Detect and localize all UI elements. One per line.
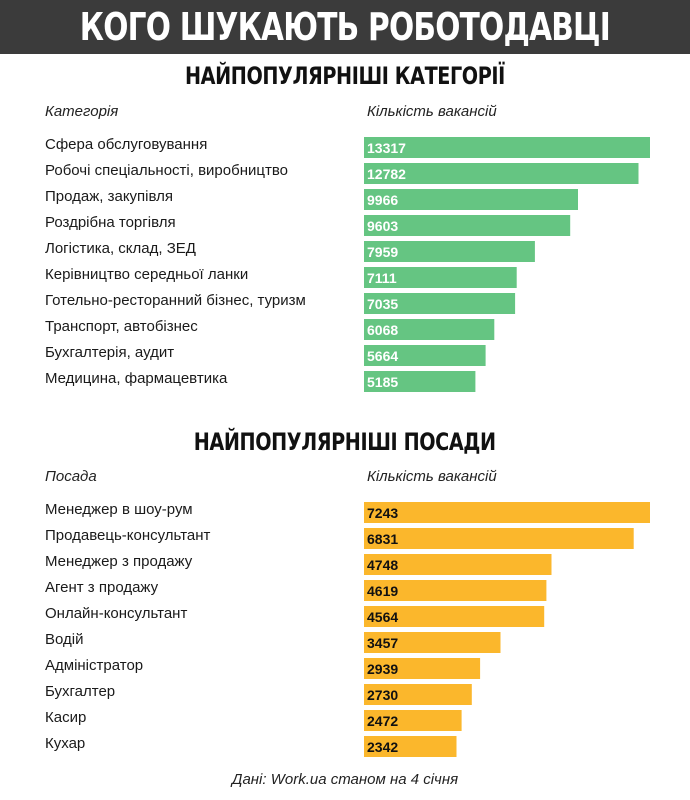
categories-bar-chart: Сфера обслуговування 13317 Робочі спеціаль… <box>45 136 650 392</box>
position-bar <box>364 710 462 731</box>
position-bar <box>364 554 552 575</box>
positions-bar-chart: Менеджер в шоу-рум 7243 Продавець-консульт… <box>45 501 650 757</box>
category-category-label: Логістика, склад, ЗЕД <box>45 240 196 257</box>
category-value-label: 6068 <box>367 322 398 338</box>
position-category-label: Менеджер в шоу-рум <box>45 501 193 518</box>
position-bar <box>364 632 501 653</box>
category-bar <box>364 319 495 340</box>
category-category-label: Транспорт, автобізнес <box>45 318 198 335</box>
category-bar <box>364 267 517 288</box>
category-value-label: 5664 <box>367 348 398 364</box>
category-bar <box>364 293 516 314</box>
category-bar <box>364 371 476 392</box>
category-bar <box>364 215 571 236</box>
category-value-label: 9966 <box>367 192 398 208</box>
positions-column-header: Посада <box>45 468 97 485</box>
category-value-label: 12782 <box>367 166 406 182</box>
position-category-label: Бухгалтер <box>45 683 115 700</box>
categories-value-header: Кількість вакансій <box>367 103 497 120</box>
position-category-label: Онлайн-консультант <box>45 605 187 622</box>
position-value-label: 2939 <box>367 661 398 677</box>
data-source-note: Дані: Work.ua станом на 4 січня <box>231 771 459 788</box>
position-bar <box>364 580 547 601</box>
position-bar <box>364 502 650 523</box>
category-category-label: Готельно-ресторанний бізнес, туризм <box>45 292 306 309</box>
category-category-label: Робочі спеціальності, виробництво <box>45 162 288 179</box>
page-title: КОГО ШУКАЮТЬ РОБОТОДАВЦІ <box>79 5 611 49</box>
position-value-label: 2342 <box>367 739 398 755</box>
position-category-label: Водій <box>45 631 83 648</box>
position-value-label: 2472 <box>367 713 398 729</box>
category-value-label: 9603 <box>367 218 398 234</box>
position-bar <box>364 606 545 627</box>
positions-chart-title-text: НАЙПОПУЛЯРНІШІ ПОСАДИ <box>194 428 496 456</box>
categories-column-header: Категорія <box>45 103 119 120</box>
category-category-label: Бухгалтерія, аудит <box>45 344 174 361</box>
positions-chart-title: НАЙПОПУЛЯРНІШІ ПОСАДИ <box>0 428 690 456</box>
position-bar <box>364 684 472 705</box>
position-category-label: Менеджер з продажу <box>45 553 193 570</box>
position-bar <box>364 528 634 549</box>
position-value-label: 7243 <box>367 505 398 521</box>
category-category-label: Медицина, фармацевтика <box>45 370 228 387</box>
position-value-label: 6831 <box>367 531 398 547</box>
category-category-label: Керівництво середньої ланки <box>45 266 248 283</box>
category-bar <box>364 345 486 366</box>
title-banner: КОГО ШУКАЮТЬ РОБОТОДАВЦІ <box>0 0 690 54</box>
position-category-label: Агент з продажу <box>45 579 159 596</box>
position-category-label: Кухар <box>45 735 85 752</box>
category-bar <box>364 189 578 210</box>
category-bar <box>364 241 535 262</box>
category-category-label: Сфера обслуговування <box>45 136 207 153</box>
category-value-label: 7959 <box>367 244 398 260</box>
categories-chart-title: НАЙПОПУЛЯРНІШІ КАТЕГОРІЇ <box>0 62 690 90</box>
category-category-label: Роздрібна торгівля <box>45 214 176 231</box>
position-value-label: 2730 <box>367 687 398 703</box>
position-value-label: 4564 <box>367 609 398 625</box>
category-value-label: 5185 <box>367 374 398 390</box>
category-bar <box>364 137 650 158</box>
position-category-label: Продавець-консультант <box>45 527 211 544</box>
position-value-label: 4619 <box>367 583 398 599</box>
category-value-label: 13317 <box>367 140 406 156</box>
category-bar <box>364 163 639 184</box>
category-value-label: 7111 <box>367 270 397 286</box>
position-value-label: 3457 <box>367 635 398 651</box>
position-bar <box>364 736 457 757</box>
position-category-label: Касир <box>45 709 86 726</box>
positions-value-header: Кількість вакансій <box>367 468 497 485</box>
category-value-label: 7035 <box>367 296 398 312</box>
categories-chart-title-text: НАЙПОПУЛЯРНІШІ КАТЕГОРІЇ <box>185 62 505 90</box>
category-category-label: Продаж, закупівля <box>45 188 173 205</box>
position-value-label: 4748 <box>367 557 398 573</box>
position-bar <box>364 658 481 679</box>
position-category-label: Адміністратор <box>45 657 143 674</box>
